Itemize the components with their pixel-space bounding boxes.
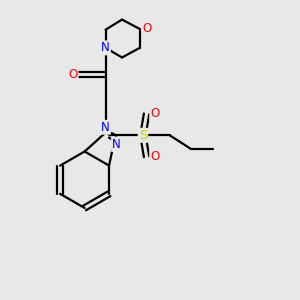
Text: S: S — [139, 129, 147, 142]
Text: O: O — [150, 107, 160, 120]
Text: O: O — [142, 22, 152, 35]
Text: O: O — [150, 150, 160, 163]
Text: N: N — [112, 138, 121, 151]
Text: N: N — [101, 41, 110, 54]
Text: N: N — [101, 121, 110, 134]
Text: O: O — [68, 68, 77, 81]
